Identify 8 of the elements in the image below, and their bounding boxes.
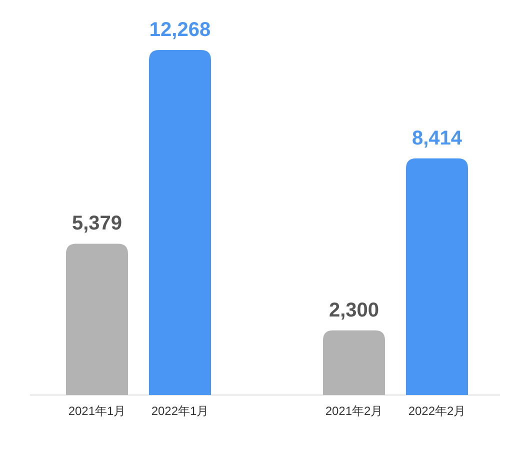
x-tick-label: 2022年1月 [151,404,209,418]
x-tick-label: 2021年1月 [68,404,126,418]
x-tick-label: 2022年2月 [408,404,466,418]
x-tick-label: 2021年2月 [325,404,383,418]
data-label: 12,268 [149,19,211,41]
data-label: 5,379 [72,212,122,235]
data-label: 2,300 [328,299,380,322]
data-label: 8,414 [412,127,463,150]
